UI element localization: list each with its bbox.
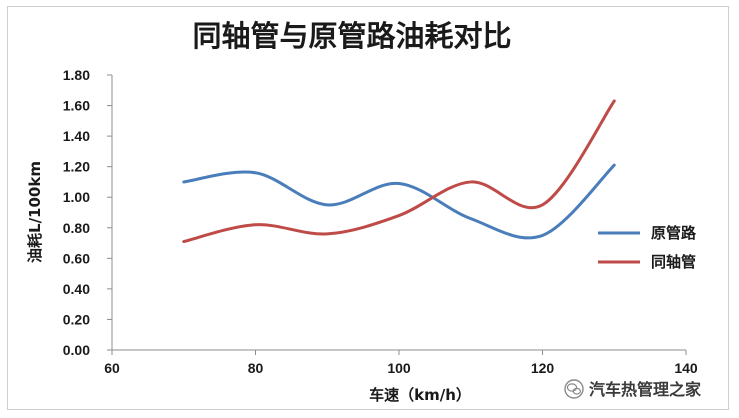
y-axis-label: 油耗L/100km — [26, 161, 44, 263]
series-lines — [182, 99, 616, 244]
x-axis-label: 车速（km/h） — [369, 386, 471, 404]
x-tick-label: 80 — [248, 360, 264, 376]
watermark: 汽车热管理之家 — [564, 379, 702, 399]
y-tick-label: 1.80 — [63, 67, 90, 83]
legend-label-2: 同轴管 — [651, 253, 696, 271]
y-axis-ticks: 0.00 0.20 0.40 0.60 0.80 1.00 1.20 1.40 1.60 1.80 — [63, 67, 112, 358]
y-tick-label: 0.80 — [63, 220, 90, 236]
series-line-2 — [182, 99, 616, 244]
y-tick-label: 0.60 — [63, 250, 90, 266]
watermark-text: 汽车热管理之家 — [589, 380, 702, 399]
wechat-icon — [564, 379, 584, 399]
y-tick-label: 0.20 — [63, 311, 90, 327]
x-tick-label: 60 — [104, 360, 120, 376]
x-tick-label: 120 — [531, 360, 555, 376]
legend-label-1: 原管路 — [651, 224, 697, 242]
x-tick-label: 100 — [387, 360, 411, 376]
y-tick-label: 1.20 — [63, 159, 90, 175]
x-axis-ticks: 60 80 100 120 140 — [104, 350, 698, 376]
y-tick-label: 1.60 — [63, 98, 90, 114]
y-tick-label: 1.00 — [63, 189, 90, 205]
y-tick-label: 1.40 — [63, 128, 90, 144]
x-tick-label: 140 — [674, 360, 698, 376]
y-tick-label: 0.40 — [63, 281, 90, 297]
chart-frame — [7, 6, 729, 410]
series-line-1 — [182, 163, 616, 240]
y-tick-label: 0.00 — [63, 342, 90, 358]
chart-title: 同轴管与原管路油耗对比 — [192, 19, 511, 53]
